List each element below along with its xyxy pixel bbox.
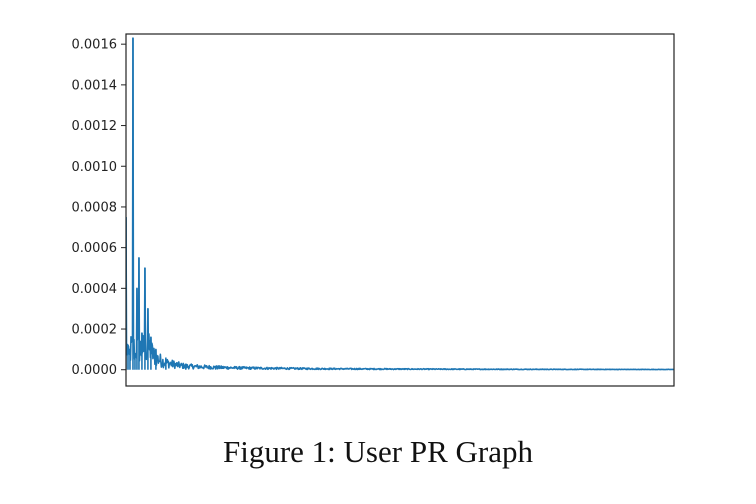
y-tick-label: 0.0010 xyxy=(72,160,118,175)
plot-area xyxy=(126,37,674,371)
y-tick-label: 0.0014 xyxy=(72,78,118,93)
series-layer xyxy=(126,37,674,371)
pr-chart: 0.0016 0.0014 0.0012 0.0010 0.0008 0.0006 0.00… xyxy=(72,33,675,387)
y-tick-label: 0.0006 xyxy=(72,241,118,256)
y-tick-label: 0.0008 xyxy=(72,200,118,215)
y-tick-label: 0.0012 xyxy=(72,119,118,134)
y-axis: 0.0016 0.0014 0.0012 0.0010 0.0008 0.0006 0.00… xyxy=(72,38,126,378)
y-tick-label: 0.0016 xyxy=(72,38,118,53)
y-tick-label: 0.0002 xyxy=(72,323,118,338)
y-tick-label: 0.0000 xyxy=(72,363,118,378)
plot-frame xyxy=(125,33,675,387)
y-tick-label: 0.0004 xyxy=(72,282,118,297)
series-line xyxy=(126,37,674,371)
figure-caption: Figure 1: User PR Graph xyxy=(223,434,533,469)
